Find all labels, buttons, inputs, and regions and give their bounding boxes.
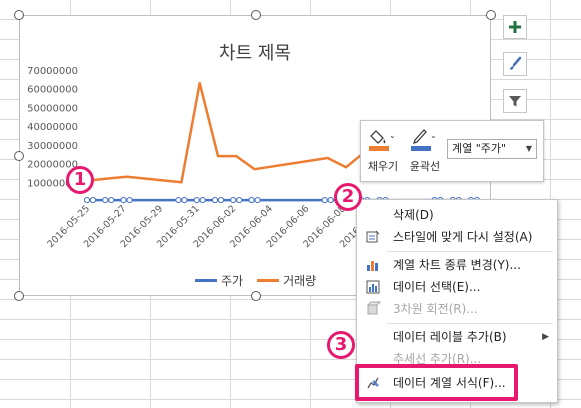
menu-item-format-data-series[interactable]: 데이터 계열 서식(F)... [357, 372, 557, 394]
legend-swatch-price [195, 279, 217, 282]
data-point-marker [217, 196, 225, 204]
data-point-marker [102, 196, 109, 204]
menu-separator [387, 323, 553, 324]
data-point-marker [199, 196, 206, 204]
menu-item-change-chart-type[interactable]: 계열 차트 종류 변경(Y)... [357, 254, 557, 276]
menu-item-select-data[interactable]: 데이터 선택(E)... [357, 276, 557, 298]
step-callout-2: 2 [334, 183, 362, 211]
data-point-marker [181, 196, 188, 204]
menu-item-add-trendline-label: 추세선 추가(R)... [393, 352, 482, 366]
paint-bucket-icon: ⌄ [369, 130, 396, 151]
format-series-highlight [355, 364, 518, 401]
data-point-marker [120, 196, 127, 204]
data-point-marker [175, 196, 182, 204]
data-point-marker [254, 196, 261, 204]
menu-separator [387, 251, 553, 252]
step-callout-3: 3 [327, 331, 355, 359]
menu-item-change-chart-type-label: 계열 차트 종류 변경(Y)... [393, 258, 521, 272]
menu-item-add-data-labels[interactable]: 데이터 레이블 추가(B) ▶ [357, 326, 557, 348]
menu-item-3d-rotation: 3차원 회전(R)... [357, 298, 557, 320]
chart-legend[interactable]: 주가 거래량 [195, 272, 316, 289]
reset-style-icon [366, 230, 380, 243]
resize-handle-left[interactable] [14, 151, 24, 161]
select-data-icon [366, 280, 380, 294]
fill-button-label: 채우기 [367, 160, 399, 173]
resize-handle-bottom[interactable] [251, 291, 261, 301]
legend-item-price[interactable]: 주가 [195, 272, 243, 289]
format-mini-toolbar: ⌄ 채우기 ⌄ 윤곽선 계열 "주가" ▼ [360, 120, 544, 182]
data-point-marker [211, 196, 219, 204]
chart-elements-button[interactable] [503, 15, 527, 39]
rotation-3d-icon [366, 301, 381, 315]
outline-button[interactable]: ⌄ 윤곽선 [407, 127, 443, 177]
svg-text:⌄: ⌄ [430, 131, 437, 140]
plus-icon [509, 21, 521, 33]
data-point-marker [193, 196, 200, 204]
series-selector-dropdown[interactable]: 계열 "주가" ▼ [447, 139, 537, 159]
data-point-marker [126, 196, 133, 204]
data-point-marker [248, 196, 255, 204]
legend-swatch-volume [257, 279, 280, 282]
menu-item-reset-style[interactable]: 스타일에 맞게 다시 설정(A) [357, 226, 557, 248]
menu-item-add-data-labels-label: 데이터 레이블 추가(B) [393, 330, 507, 344]
chart-type-icon [367, 261, 378, 271]
pen-icon: ⌄ [411, 129, 437, 151]
legend-item-volume[interactable]: 거래량 [257, 272, 316, 289]
y-tick-label: 40000000 [27, 122, 78, 133]
resize-handle-bottom-left[interactable] [14, 291, 24, 301]
data-point-marker [83, 196, 91, 204]
data-point-marker [327, 196, 334, 204]
y-tick-label: 30000000 [27, 141, 78, 152]
step-callout-1: 1 [66, 166, 94, 194]
data-point-marker [108, 196, 115, 204]
y-tick-label: 50000000 [27, 103, 78, 114]
menu-item-3d-rotation-label: 3차원 회전(R)... [393, 302, 478, 316]
y-tick-label: 70000000 [27, 66, 78, 77]
menu-item-delete[interactable]: 삭제(D) [357, 204, 557, 226]
data-point-marker [230, 196, 237, 204]
data-point-marker [236, 196, 243, 204]
menu-item-add-trendline: 추세선 추가(R)... [357, 348, 557, 370]
resize-handle-top-left[interactable] [14, 10, 24, 20]
y-tick-label: 10000000 [27, 178, 78, 189]
menu-item-delete-label: 삭제(D) [393, 208, 434, 222]
outline-button-label: 윤곽선 [409, 160, 441, 173]
resize-handle-top[interactable] [251, 10, 261, 20]
dropdown-arrow-icon: ▼ [525, 144, 532, 153]
menu-item-reset-style-label: 스타일에 맞게 다시 설정(A) [393, 230, 533, 244]
context-menu: 삭제(D) 스타일에 맞게 다시 설정(A) 계열 차트 종류 변경(Y)...… [356, 199, 558, 403]
funnel-icon [509, 96, 521, 107]
legend-label-volume: 거래량 [283, 274, 317, 288]
chart-title[interactable]: 차트 제목 [219, 43, 291, 64]
chart-styles-button[interactable] [503, 52, 527, 76]
data-point-marker [89, 196, 97, 204]
menu-item-format-data-series-label: 데이터 계열 서식(F)... [393, 376, 506, 390]
paintbrush-icon [510, 56, 522, 70]
resize-handle-top-right[interactable] [486, 10, 496, 20]
format-series-icon [367, 377, 379, 389]
submenu-arrow-icon: ▶ [542, 332, 549, 342]
data-point-marker [321, 196, 328, 204]
legend-label-price: 주가 [221, 274, 244, 288]
y-tick-label: 20000000 [27, 160, 78, 171]
chart-filters-button[interactable] [503, 89, 527, 113]
y-tick-label: 60000000 [27, 85, 78, 96]
fill-button[interactable]: ⌄ 채우기 [365, 127, 401, 177]
svg-text:⌄: ⌄ [389, 131, 396, 140]
series-selector-value: 계열 "주가" [452, 142, 507, 155]
menu-item-select-data-label: 데이터 선택(E)... [393, 280, 481, 294]
